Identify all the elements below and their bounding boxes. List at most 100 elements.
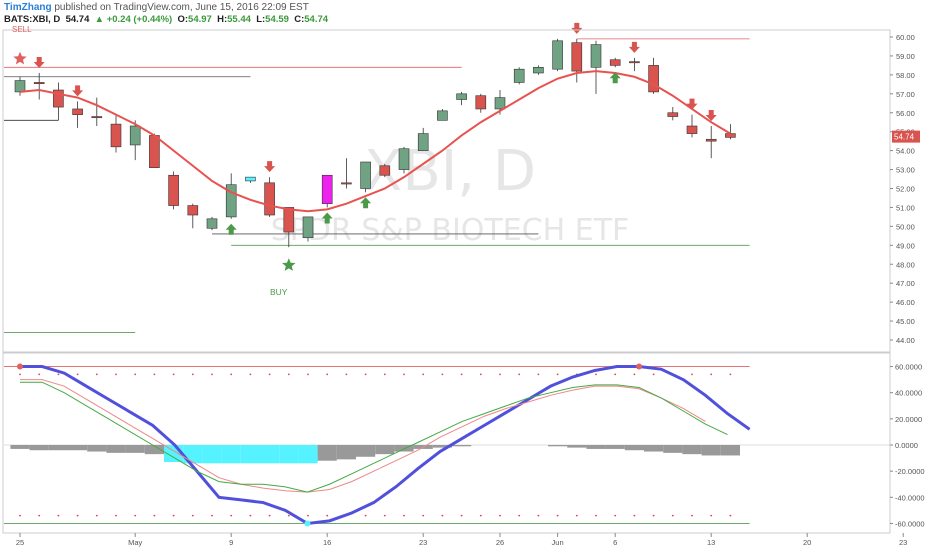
- osc-histogram-bar: [279, 445, 299, 464]
- close-value: 54.74: [304, 14, 329, 25]
- osc-histogram-bar: [106, 445, 126, 453]
- price-tick-label: 53.00: [896, 166, 915, 175]
- osc-dot-bottom: [710, 514, 713, 517]
- candle-body: [91, 116, 103, 119]
- osc-dot-bottom: [383, 514, 386, 517]
- price-tick-label: 48.00: [896, 260, 915, 269]
- osc-dot-top: [115, 373, 117, 376]
- candle-body: [187, 205, 199, 216]
- watermark-ticker: XBI, D: [364, 139, 536, 204]
- osc-dot-bottom: [460, 514, 463, 517]
- price-tick-label: 52.00: [896, 185, 915, 194]
- osc-dot-top: [499, 373, 501, 376]
- x-tick-label: 25: [16, 538, 24, 547]
- sell-annotation: SELL: [12, 25, 32, 34]
- osc-series-line: [20, 365, 751, 526]
- price-tick-label: 58.00: [896, 71, 915, 80]
- candle-body: [245, 176, 256, 182]
- price-tick-label: 46.00: [896, 298, 915, 307]
- osc-histogram-bar: [48, 445, 68, 451]
- author-link[interactable]: TimZhang: [4, 2, 52, 13]
- osc-histogram-bar: [336, 445, 356, 460]
- buy-star-icon: [282, 258, 296, 271]
- osc-dot-bottom: [537, 514, 540, 517]
- osc-dot-bottom: [38, 514, 41, 517]
- candle-body: [302, 216, 314, 239]
- price-tick-label: 57.00: [896, 90, 915, 99]
- candle-body: [53, 89, 64, 108]
- osc-histogram-bar: [605, 445, 625, 449]
- publish-bar: TimZhang published on TradingView.com, J…: [4, 2, 309, 13]
- osc-dot-top: [268, 373, 271, 376]
- osc-dot-bottom: [115, 514, 117, 517]
- candle-body: [341, 182, 352, 185]
- close-label: C:: [294, 14, 305, 25]
- osc-histogram-bar: [298, 445, 318, 464]
- osc-histogram-bar: [452, 445, 472, 447]
- candle-body: [686, 125, 698, 134]
- osc-dot-bottom: [364, 514, 367, 517]
- price-tick-label: 59.00: [896, 52, 915, 61]
- osc-histogram-bar: [567, 445, 587, 448]
- osc-pane-frame: [2, 352, 891, 534]
- x-tick-label: 13: [707, 538, 715, 547]
- osc-histogram-bar: [29, 445, 49, 451]
- candle-body: [513, 68, 525, 83]
- osc-dot-top: [57, 373, 60, 376]
- osc-dot-top: [460, 373, 463, 376]
- osc-histogram-bar: [644, 445, 664, 452]
- osc-dot-bottom: [249, 514, 252, 517]
- osc-tick-label: -40.0000: [895, 493, 925, 502]
- candle-body: [456, 93, 467, 100]
- osc-dot-top: [19, 373, 21, 376]
- candle-body: [475, 95, 487, 110]
- osc-peak-marker: [17, 363, 23, 370]
- sell-star-icon: [13, 51, 27, 65]
- osc-histogram-bar: [10, 445, 30, 449]
- osc-dot-top: [134, 373, 137, 376]
- osc-histogram-bar: [663, 445, 683, 453]
- candle-body: [533, 67, 544, 74]
- osc-dot-bottom: [211, 514, 213, 517]
- high-value: 55.44: [227, 14, 251, 25]
- osc-dot-top: [595, 373, 597, 376]
- osc-dot-bottom: [191, 514, 194, 517]
- osc-histogram-bar: [394, 445, 414, 452]
- osc-tick-label: 60.0000: [895, 363, 922, 372]
- candle-body: [360, 161, 371, 189]
- x-tick-label: May: [128, 538, 142, 547]
- x-tick-label: 16: [323, 538, 331, 547]
- osc-dot-top: [691, 373, 693, 376]
- price-tick-label: 60.00: [896, 33, 915, 42]
- candle-body: [437, 110, 448, 121]
- osc-dot-bottom: [422, 514, 425, 517]
- osc-histogram-bar: [624, 445, 644, 451]
- osc-dot-top: [479, 373, 482, 376]
- osc-tick-label: 20.0000: [895, 415, 922, 424]
- osc-histogram-bar: [720, 445, 740, 456]
- sell-arrow-icon: [72, 85, 84, 97]
- osc-dot-top: [652, 373, 655, 376]
- osc-histogram-bar: [68, 445, 88, 451]
- symbol-name[interactable]: BATS:XBI, D: [4, 14, 61, 25]
- price-tick-label: 45.00: [896, 317, 915, 326]
- osc-histogram-bar: [87, 445, 107, 452]
- price-tick-label: 47.00: [896, 279, 915, 288]
- sell-arrow-icon: [705, 110, 717, 122]
- buy-annotation: BUY: [270, 287, 288, 297]
- candle-body: [494, 97, 506, 110]
- osc-dot-bottom: [172, 514, 175, 517]
- osc-dot-top: [518, 373, 521, 376]
- osc-dot-top: [211, 373, 213, 376]
- candle-body: [33, 82, 45, 84]
- osc-dot-top: [556, 373, 559, 376]
- osc-dot-bottom: [268, 514, 271, 517]
- buy-arrow-icon: [225, 223, 237, 235]
- osc-dot-bottom: [76, 514, 79, 517]
- osc-tick-label: -60.0000: [895, 519, 925, 528]
- osc-dot-top: [38, 373, 41, 376]
- candle-body: [14, 80, 26, 93]
- sell-arrow-icon: [571, 22, 583, 34]
